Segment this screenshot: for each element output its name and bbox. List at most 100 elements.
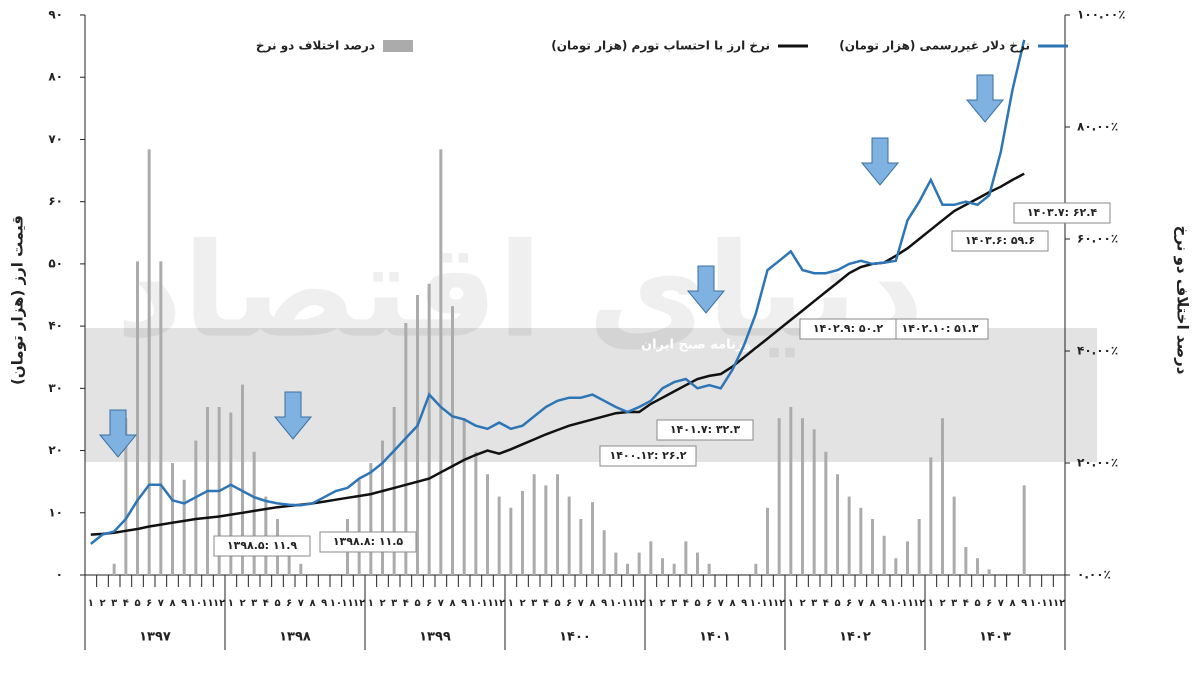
bar bbox=[976, 558, 979, 575]
y-axis-title: قیمت ارز (هزار تومان) bbox=[9, 215, 27, 385]
bar bbox=[521, 491, 524, 575]
x-tick-label: ۱۰ bbox=[190, 598, 202, 609]
x-tick-label: ۵ bbox=[134, 598, 140, 609]
y2-tick-label: ۰.۰۰٪ bbox=[1077, 568, 1111, 582]
arrow bbox=[860, 137, 900, 186]
x-tick-label: ۱۱ bbox=[901, 598, 913, 609]
bar bbox=[159, 261, 163, 575]
bar bbox=[812, 429, 816, 575]
x-tick-label: ۸ bbox=[309, 598, 315, 609]
x-tick-label: ۴ bbox=[963, 598, 969, 609]
x-tick-label: ۷ bbox=[438, 598, 444, 609]
annotation-box bbox=[213, 535, 311, 557]
bar bbox=[544, 485, 548, 575]
x-tick-label: ۲ bbox=[379, 598, 385, 609]
bar bbox=[147, 149, 151, 575]
annotation: ۱۴۰۲.۹: ۵۰.۲ bbox=[813, 322, 884, 335]
annotation-box bbox=[951, 230, 1049, 252]
x-tick-label: ۱۱ bbox=[481, 598, 493, 609]
x-tick-label: ۵ bbox=[274, 598, 280, 609]
bar bbox=[917, 519, 921, 575]
bar bbox=[754, 563, 758, 575]
x-tick-label: ۱۰ bbox=[330, 598, 342, 609]
bar bbox=[567, 496, 571, 575]
year-label: ۱۴۰۳ bbox=[979, 630, 1011, 645]
x-tick-label: ۵ bbox=[974, 598, 980, 609]
annotation: ۱۴۰۱.۷: ۳۲.۳ bbox=[670, 423, 741, 436]
x-tick-label: ۴ bbox=[403, 598, 409, 609]
bar bbox=[882, 535, 886, 575]
bar bbox=[299, 563, 303, 575]
bar bbox=[357, 479, 361, 575]
year-label: ۱۴۰۰ bbox=[559, 630, 591, 645]
bar bbox=[229, 412, 233, 575]
bar bbox=[451, 306, 454, 575]
x-tick-label: ۱۲ bbox=[633, 598, 645, 609]
legend-label: درصد اختلاف دو نرخ bbox=[256, 39, 375, 54]
bar bbox=[1022, 485, 1026, 575]
x-tick-label: ۱۰ bbox=[1030, 598, 1042, 609]
bar bbox=[404, 323, 408, 575]
x-tick-label: ۶ bbox=[426, 598, 432, 609]
bar bbox=[532, 474, 536, 575]
x-tick-label: ۱۲ bbox=[493, 598, 505, 609]
bar bbox=[136, 261, 139, 575]
x-tick-label: ۴ bbox=[683, 598, 689, 609]
x-tick-label: ۶ bbox=[566, 598, 572, 609]
bar bbox=[637, 552, 641, 575]
bar bbox=[182, 479, 186, 575]
x-tick-label: ۱ bbox=[648, 598, 654, 609]
y-tick-label: ۹۰ bbox=[48, 8, 63, 22]
x-tick-label: ۱ bbox=[928, 598, 934, 609]
annotation: ۱۳۹۸.۵: ۱۱.۹ bbox=[227, 539, 298, 552]
bar bbox=[661, 558, 664, 575]
bar bbox=[427, 283, 431, 575]
bar bbox=[824, 451, 828, 575]
bar bbox=[952, 496, 956, 575]
x-tick-label: ۵ bbox=[834, 598, 840, 609]
x-tick-label: ۴ bbox=[543, 598, 549, 609]
annotation: ۱۴۰۰.۱۲: ۲۶.۲ bbox=[609, 449, 686, 462]
x-tick-label: ۱۰ bbox=[890, 598, 902, 609]
y2-tick-label: ۸۰.۰۰٪ bbox=[1077, 120, 1118, 134]
x-tick-label: ۹ bbox=[601, 598, 607, 609]
year-label: ۱۴۰۱ bbox=[699, 630, 731, 645]
x-tick-label: ۶ bbox=[846, 598, 852, 609]
annotation-box bbox=[599, 445, 697, 467]
x-tick-label: ۸ bbox=[589, 598, 595, 609]
bar bbox=[801, 418, 804, 575]
bar bbox=[707, 563, 711, 575]
x-tick-label: ۱۲ bbox=[1053, 598, 1065, 609]
x-tick-label: ۳ bbox=[251, 598, 257, 609]
x-tick-label: ۹ bbox=[741, 598, 747, 609]
x-tick-label: ۶ bbox=[706, 598, 712, 609]
year-label: ۱۳۹۷ bbox=[139, 630, 171, 645]
x-tick-label: ۱۰ bbox=[750, 598, 762, 609]
bar bbox=[591, 502, 594, 575]
bar bbox=[847, 496, 851, 575]
bar bbox=[556, 474, 559, 575]
annotation: ۱۴۰۲.۱۰: ۵۱.۳ bbox=[901, 322, 978, 335]
x-tick-label: ۷ bbox=[718, 598, 724, 609]
annotation: ۱۴۰۳.۷: ۶۲.۴ bbox=[1027, 206, 1098, 219]
bar bbox=[439, 149, 443, 575]
bar bbox=[194, 440, 198, 575]
bar bbox=[871, 519, 874, 575]
bar bbox=[777, 418, 781, 575]
x-tick-label: ۲ bbox=[799, 598, 805, 609]
x-tick-label: ۵ bbox=[554, 598, 560, 609]
annotation-box bbox=[656, 419, 754, 441]
bar bbox=[649, 541, 653, 575]
y2-tick-label: ۱۰۰.۰۰٪ bbox=[1077, 8, 1126, 22]
x-tick-label: ۱۰ bbox=[470, 598, 482, 609]
x-tick-label: ۱۱ bbox=[1041, 598, 1053, 609]
x-tick-label: ۲ bbox=[519, 598, 525, 609]
legend-swatch bbox=[383, 40, 413, 52]
x-tick-label: ۷ bbox=[998, 598, 1004, 609]
x-tick-label: ۸ bbox=[869, 598, 875, 609]
x-tick-label: ۳ bbox=[531, 598, 537, 609]
bar bbox=[906, 541, 909, 575]
year-label: ۱۳۹۸ bbox=[279, 630, 311, 645]
bar bbox=[987, 569, 991, 575]
